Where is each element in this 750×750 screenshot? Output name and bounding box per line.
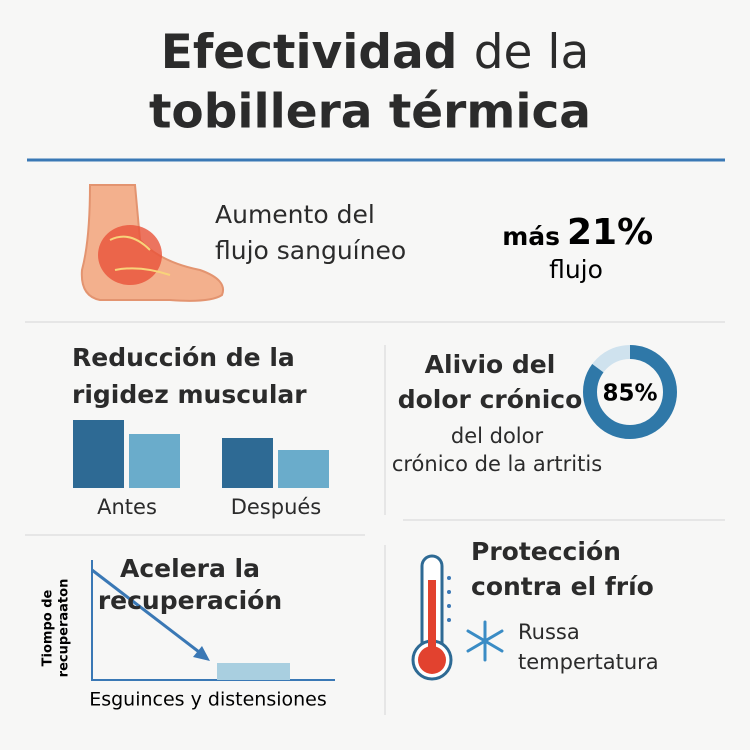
text-line: tempertatura	[518, 650, 659, 674]
text-line: dolor crónico	[398, 385, 583, 414]
x-axis-label: Esguinces y distensiones	[89, 689, 327, 711]
bar	[73, 420, 124, 488]
foot-icon	[80, 184, 224, 302]
text-line: Russa	[518, 620, 580, 644]
bar-label: Después	[231, 495, 322, 519]
text-line: contra el frío	[471, 572, 654, 601]
bar-label: Antes	[97, 495, 157, 519]
text-line: Tiompo de	[41, 589, 56, 666]
bar	[129, 434, 180, 488]
recovery-chart	[91, 560, 335, 681]
title-line-1: Efectividad de la	[161, 25, 590, 80]
text-line: Acelera la	[120, 554, 260, 583]
stat-value: 21%	[567, 212, 653, 253]
bar	[278, 450, 329, 488]
title-rest: de la	[474, 25, 590, 80]
text-line: Alivio del	[425, 350, 556, 379]
donut-arc	[583, 345, 677, 439]
text-line: recuperación	[98, 586, 282, 615]
text-line: Reducción de la	[72, 343, 295, 372]
text-line: Aumento del	[215, 200, 375, 229]
text-line: crónico de la artritis	[392, 452, 602, 476]
text-line: flujo sanguíneo	[215, 236, 406, 265]
title-bold: Efectividad	[161, 25, 458, 80]
text-line: Protección	[471, 537, 621, 566]
text-line: del dolor	[451, 424, 544, 448]
prefix: más	[502, 222, 560, 251]
thermometer-icon	[411, 554, 453, 681]
text-line: rigidez muscular	[72, 380, 307, 409]
text-line: recuperaaton	[57, 579, 72, 678]
snowflake-icon	[466, 620, 504, 662]
stat-unit: flujo	[549, 255, 603, 284]
donut-label: 85%	[602, 381, 657, 407]
bar	[222, 438, 273, 488]
title-line-2: tobillera térmica	[149, 85, 591, 140]
